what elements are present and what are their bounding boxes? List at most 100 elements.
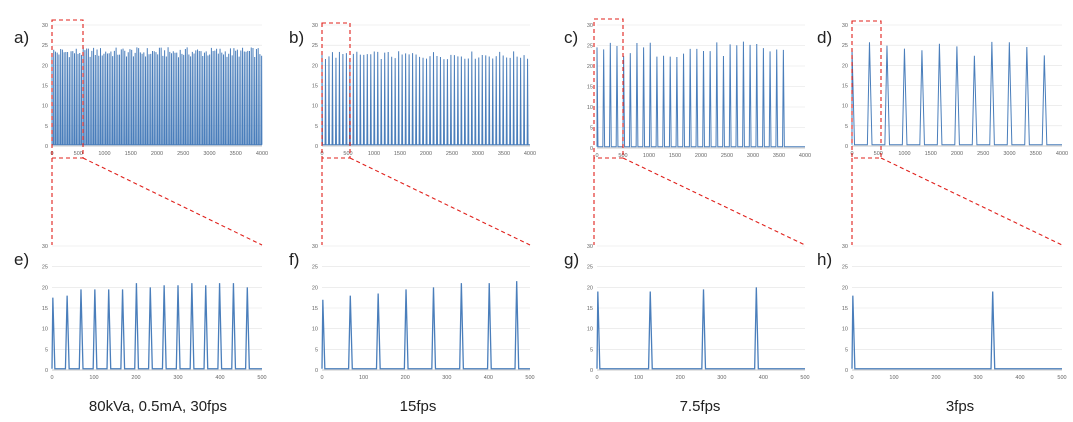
x-tick-label: 0 xyxy=(320,151,323,157)
x-tick-label: 100 xyxy=(359,375,368,381)
y-tick-label: 10 xyxy=(312,104,318,110)
y-tick-label: 20 xyxy=(587,64,593,70)
y-tick-label: 15 xyxy=(312,84,318,90)
x-tick-label: 0 xyxy=(320,375,323,381)
zoom-line-right xyxy=(82,157,263,246)
x-tick-label: 300 xyxy=(173,375,182,381)
y-tick-label: 25 xyxy=(587,265,593,271)
x-tick-label: 4000 xyxy=(524,151,536,157)
panel-label-e: e) xyxy=(14,250,30,269)
y-tick-label: 5 xyxy=(590,347,593,353)
x-tick-label: 300 xyxy=(442,375,451,381)
y-tick-label: 0 xyxy=(45,368,48,374)
y-tick-label: 20 xyxy=(587,285,593,291)
caption-15fps: 15fps xyxy=(399,398,437,415)
y-tick-label: 15 xyxy=(842,84,848,90)
y-tick-label: 20 xyxy=(842,63,848,69)
y-tick-label: 20 xyxy=(312,285,318,291)
y-tick-label: 30 xyxy=(842,23,848,29)
x-tick-label: 1500 xyxy=(394,151,406,157)
x-tick-label: 200 xyxy=(131,375,140,381)
x-tick-label: 1000 xyxy=(643,153,655,159)
x-tick-label: 500 xyxy=(525,375,534,381)
x-tick-label: 500 xyxy=(257,375,266,381)
y-tick-label: 30 xyxy=(42,244,48,250)
x-tick-label: 0 xyxy=(595,153,598,159)
series-line xyxy=(596,41,805,148)
y-tick-label: 30 xyxy=(587,244,593,250)
y-tick-label: 0 xyxy=(45,144,48,150)
y-tick-label: 10 xyxy=(312,327,318,333)
panel-label-h: h) xyxy=(817,250,833,269)
y-tick-label: 0 xyxy=(590,368,593,374)
x-tick-label: 400 xyxy=(759,375,768,381)
y-tick-label: 15 xyxy=(312,306,318,312)
x-tick-label: 2000 xyxy=(695,153,707,159)
x-tick-label: 400 xyxy=(215,375,224,381)
y-tick-label: 30 xyxy=(312,244,318,250)
x-tick-label: 1000 xyxy=(98,151,110,157)
zoom-indicator-0 xyxy=(51,19,263,246)
x-tick-label: 3500 xyxy=(1030,151,1042,157)
y-tick-label: 30 xyxy=(587,23,593,29)
y-tick-label: 20 xyxy=(42,63,48,69)
y-tick-label: 25 xyxy=(312,43,318,49)
x-tick-label: 500 xyxy=(74,151,83,157)
caption-7-5fps: 7.5fps xyxy=(679,398,721,415)
y-tick-label: 25 xyxy=(42,43,48,49)
x-tick-label: 0 xyxy=(595,375,598,381)
y-tick-label: 0 xyxy=(845,368,848,374)
y-tick-label: 5 xyxy=(45,124,48,130)
x-tick-label: 500 xyxy=(874,151,883,157)
zoom-indicator-3 xyxy=(851,20,1063,246)
y-tick-label: 30 xyxy=(42,23,48,29)
panel-label-g: g) xyxy=(564,250,580,269)
zoom-line-right xyxy=(349,157,531,246)
chart-c: 0 5 10 15 20 25 30 0 500 1000 1500 2000 2500 3000 3500… xyxy=(587,23,811,159)
x-tick-label: 2500 xyxy=(977,151,989,157)
x-tick-label: 400 xyxy=(1015,375,1024,381)
caption-30fps: 80kVa, 0.5mA, 30fps xyxy=(88,398,228,415)
y-tick-label: 15 xyxy=(42,84,48,90)
x-tick-label: 4000 xyxy=(799,153,811,159)
y-tick-label: 5 xyxy=(315,347,318,353)
y-tick-label: 25 xyxy=(842,265,848,271)
zoom-line-right xyxy=(880,157,1063,246)
x-tick-label: 3000 xyxy=(1003,151,1015,157)
x-tick-label: 100 xyxy=(889,375,898,381)
y-tick-label: 10 xyxy=(42,327,48,333)
y-tick-label: 30 xyxy=(312,23,318,29)
y-tick-label: 0 xyxy=(315,144,318,150)
zoom-indicator-2 xyxy=(593,18,806,246)
x-tick-label: 3000 xyxy=(747,153,759,159)
x-tick-label: 0 xyxy=(850,375,853,381)
zoom-indicator-1 xyxy=(321,22,531,246)
panel-label-a: a) xyxy=(14,28,30,47)
y-tick-label: 25 xyxy=(42,265,48,271)
y-tick-label: 15 xyxy=(587,85,593,91)
x-tick-label: 2000 xyxy=(151,151,163,157)
zoom-box xyxy=(51,19,84,159)
y-tick-label: 0 xyxy=(590,146,593,152)
x-tick-label: 1500 xyxy=(669,153,681,159)
series-line xyxy=(596,287,805,370)
x-tick-label: 2000 xyxy=(420,151,432,157)
x-tick-label: 100 xyxy=(634,375,643,381)
series-line xyxy=(851,41,1062,146)
zoom-line-right xyxy=(622,157,806,246)
x-tick-label: 1000 xyxy=(898,151,910,157)
y-tick-label: 5 xyxy=(845,347,848,353)
series-line xyxy=(51,283,262,370)
x-tick-label: 200 xyxy=(931,375,940,381)
y-tick-label: 25 xyxy=(312,265,318,271)
y-tick-label: 10 xyxy=(587,327,593,333)
y-tick-label: 15 xyxy=(42,306,48,312)
x-tick-label: 300 xyxy=(973,375,982,381)
x-tick-label: 0 xyxy=(50,375,53,381)
panel-label-f: f) xyxy=(289,250,300,269)
